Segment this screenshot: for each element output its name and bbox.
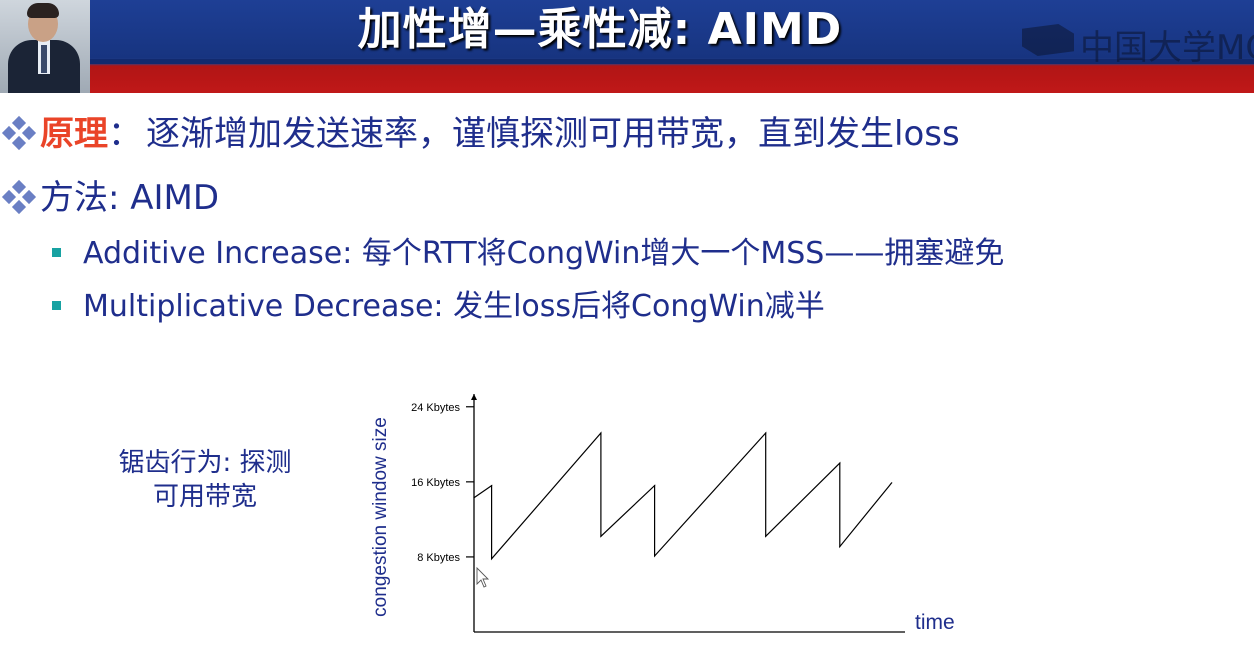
data-point (654, 485, 656, 487)
data-point (491, 558, 493, 560)
data-point (765, 535, 767, 537)
y-tick-label: 16 Kbytes (411, 477, 460, 489)
mooc-logo-text: 中国大学MO (1080, 28, 1254, 62)
y-axis-label: congestion window size (370, 417, 391, 617)
presenter-tie (41, 45, 47, 73)
y-tick-label: 8 Kbytes (417, 552, 460, 564)
sawtooth-caption: 锯齿行为: 探测 可用带宽 (100, 446, 310, 514)
method-text: 方法: AIMD (40, 178, 220, 218)
square-bullet-icon (52, 248, 61, 257)
principle-text: 逐渐增加发送速率，谨慎探测可用带宽，直到发生loss (146, 114, 960, 154)
data-point (491, 485, 493, 487)
title-bar-divider (0, 59, 1254, 64)
congestion-window-line (473, 431, 893, 561)
data-point (654, 555, 656, 557)
bullet-principle: 原理： 逐渐增加发送速率，谨慎探测可用带宽，直到发生loss (0, 114, 960, 154)
additive-increase-text: Additive Increase: 每个RTT将CongWin增大一个MSS—… (83, 236, 1005, 271)
data-point (839, 546, 841, 548)
slide-title: 加性增—乘性减: AIMD (357, 4, 843, 55)
aimd-sawtooth-chart: 24 Kbytes 16 Kbytes 8 Kbytes congestion win… (370, 394, 955, 634)
diamond-bullet-icon (1, 179, 37, 215)
data-point (473, 497, 475, 499)
y-tick-label: 24 Kbytes (411, 402, 460, 414)
x-axis-label: time (915, 611, 955, 634)
principle-separator: ： (108, 114, 142, 154)
caption-line-2: 可用带宽 (152, 482, 257, 512)
mooc-watermark-logo: 中国大学MO (1022, 18, 1254, 62)
presenter-video-thumbnail (0, 0, 90, 93)
data-point (839, 462, 841, 464)
title-bar: 加性增—乘性减: AIMD 中国大学MO (0, 0, 1254, 93)
data-point (600, 535, 602, 537)
sub-bullet-additive-increase: Additive Increase: 每个RTT将CongWin增大一个MSS—… (52, 236, 1004, 272)
sub-bullet-multiplicative-decrease: Multiplicative Decrease: 发生loss后将CongWin… (52, 289, 825, 325)
y-axis-arrow (471, 394, 477, 400)
bullet-method: 方法: AIMD (0, 178, 219, 218)
caption-line-1: 锯齿行为: 探测 (118, 448, 292, 478)
multiplicative-decrease-text: Multiplicative Decrease: 发生loss后将CongWin… (83, 289, 825, 324)
data-point (891, 482, 893, 484)
presenter-hair (27, 3, 59, 18)
diamond-bullet-icon (1, 115, 37, 151)
mouse-cursor-icon (476, 566, 490, 588)
principle-keyword: 原理 (40, 114, 108, 154)
data-point (765, 432, 767, 434)
data-point (600, 432, 602, 434)
square-bullet-icon (52, 301, 61, 310)
mooc-logo-icon (1022, 24, 1074, 56)
